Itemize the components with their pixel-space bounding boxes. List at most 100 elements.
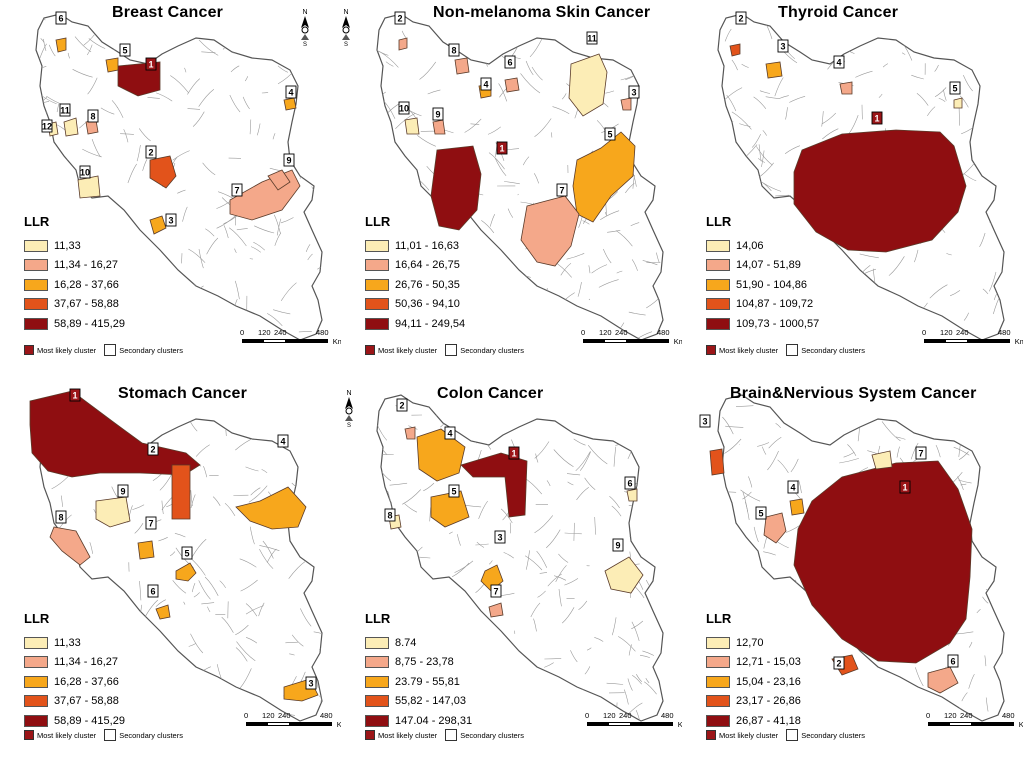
most-likely-swatch	[365, 345, 375, 355]
secondary-cluster-label: 11	[586, 31, 598, 45]
svg-text:8: 8	[387, 511, 392, 521]
cluster-region	[267, 169, 291, 191]
legend-label: 104,87 - 109,72	[736, 298, 814, 311]
legend-item: 15,04 - 23,16	[706, 672, 801, 692]
legend-title: LLR	[24, 611, 50, 626]
most-likely-swatch	[24, 345, 34, 355]
secondary-cluster-label: 9	[432, 107, 444, 121]
secondary-label: Secondary clusters	[460, 345, 524, 355]
most-likely-cluster-label: 1	[145, 57, 157, 71]
legend-item: 11,34 - 16,27	[24, 256, 125, 276]
legend-swatch	[706, 714, 730, 727]
legend-swatch	[365, 636, 389, 649]
svg-text:7: 7	[918, 449, 923, 459]
scale-tick-label: 0	[581, 328, 586, 337]
legend-label: 15,04 - 23,16	[736, 675, 801, 688]
legend-item: 23.79 - 55,81	[365, 672, 472, 692]
scale-tick-label: 120	[940, 328, 953, 337]
svg-text:2: 2	[399, 401, 404, 411]
legend-swatch	[24, 259, 48, 272]
legend-label: 11,34 - 16,27	[54, 259, 119, 272]
secondary-cluster-label: 3	[628, 85, 640, 99]
svg-text:3: 3	[308, 679, 313, 689]
scale-tick-label: 120	[599, 328, 612, 337]
legend-item: 16,64 - 26,75	[365, 256, 465, 276]
legend-item: 11,33	[24, 236, 125, 256]
legend-swatch	[365, 695, 389, 708]
svg-text:5: 5	[184, 549, 189, 559]
scale-tick-label: 240	[619, 711, 632, 720]
secondary-cluster-label: 4	[787, 480, 799, 494]
cluster-region	[729, 43, 741, 57]
svg-text:7: 7	[148, 519, 153, 529]
legend-item: 12,71 - 15,03	[706, 653, 801, 673]
most-likely-cluster-label: 1	[496, 141, 508, 155]
cluster-region	[568, 53, 608, 117]
legend-swatch	[706, 259, 730, 272]
secondary-cluster-label: 3	[699, 414, 711, 428]
secondary-cluster-label: 2	[833, 656, 845, 670]
legend-swatch	[706, 675, 730, 688]
cluster-region	[763, 512, 787, 544]
scale-tick-label: 480	[316, 328, 329, 337]
secondary-swatch	[786, 729, 799, 741]
secondary-cluster-label: 2	[145, 145, 157, 159]
secondary-cluster-label: 7	[145, 516, 157, 530]
scale-tick-label: 120	[944, 711, 957, 720]
legend-item: 11,34 - 16,27	[24, 653, 125, 673]
svg-text:6: 6	[950, 657, 955, 667]
legend-swatch	[706, 298, 730, 311]
legend-item: 11,01 - 16,63	[365, 236, 465, 256]
most-likely-cluster-label: 1	[871, 111, 883, 125]
cluster-region	[77, 175, 101, 199]
cluster-region	[404, 117, 420, 135]
scale-graphic	[246, 722, 332, 726]
secondary-cluster-label: 4	[285, 85, 297, 99]
iran-map: 1 2 3 4 5 6 7 8 9	[376, 394, 664, 722]
legend-item: 109,73 - 1000,57	[706, 314, 819, 334]
cluster-region	[398, 37, 408, 51]
map-panel: 1 2 3 4 5 6 7 8 9 10 11 12 Breast Cancer N S LLR 11,33 11…	[0, 0, 341, 378]
most-likely-label: Most likely cluster	[719, 730, 779, 740]
scale-tick-label: 480	[657, 328, 670, 337]
iran-map: 1 5 7 11 3 6 4 8 9 10 2	[376, 11, 664, 341]
cluster-region	[626, 488, 638, 502]
cluster-key: Most likely cluster Secondary clusters	[365, 344, 524, 356]
secondary-label: Secondary clusters	[801, 345, 865, 355]
legend-title: LLR	[24, 214, 50, 229]
legend-label: 37,67 - 58,88	[54, 695, 119, 708]
scale-tick-label: 0	[244, 711, 249, 720]
legend-label: 8,75 - 23,78	[395, 656, 454, 669]
legend-label: 11,34 - 16,27	[54, 656, 119, 669]
svg-text:S: S	[303, 42, 307, 46]
legend-swatch	[24, 317, 48, 330]
secondary-cluster-label: 3	[165, 213, 177, 227]
secondary-cluster-label: 4	[833, 55, 845, 69]
secondary-cluster-label: 2	[396, 398, 408, 412]
cluster-region	[620, 97, 632, 111]
legend-label: 23,17 - 26,86	[736, 695, 801, 708]
cluster-region	[520, 195, 580, 267]
legend-item: 16,28 - 37,66	[24, 275, 125, 295]
legend-label: 55,82 - 147,03	[395, 695, 466, 708]
scale-tick-label: 240	[956, 328, 969, 337]
legend-item: 12,70	[706, 633, 801, 653]
legend-label: 11,01 - 16,63	[395, 239, 460, 252]
scale-tick-label: 240	[615, 328, 628, 337]
legend-item: 51,90 - 104,86	[706, 275, 819, 295]
secondary-cluster-label: 3	[494, 530, 506, 544]
north-arrow-icon: NS	[301, 9, 309, 46]
cluster-region	[105, 57, 119, 73]
cluster-region	[155, 604, 171, 620]
legend: 11,33 11,34 - 16,27 16,28 - 37,66 37,67 - 5…	[24, 236, 125, 334]
svg-text:N: N	[346, 390, 351, 397]
svg-text:10: 10	[80, 168, 90, 178]
secondary-cluster-label: 10	[398, 101, 410, 115]
legend-swatch	[706, 278, 730, 291]
legend-swatch	[365, 278, 389, 291]
svg-text:11: 11	[587, 34, 597, 44]
scale-tick-label: 480	[661, 711, 674, 720]
